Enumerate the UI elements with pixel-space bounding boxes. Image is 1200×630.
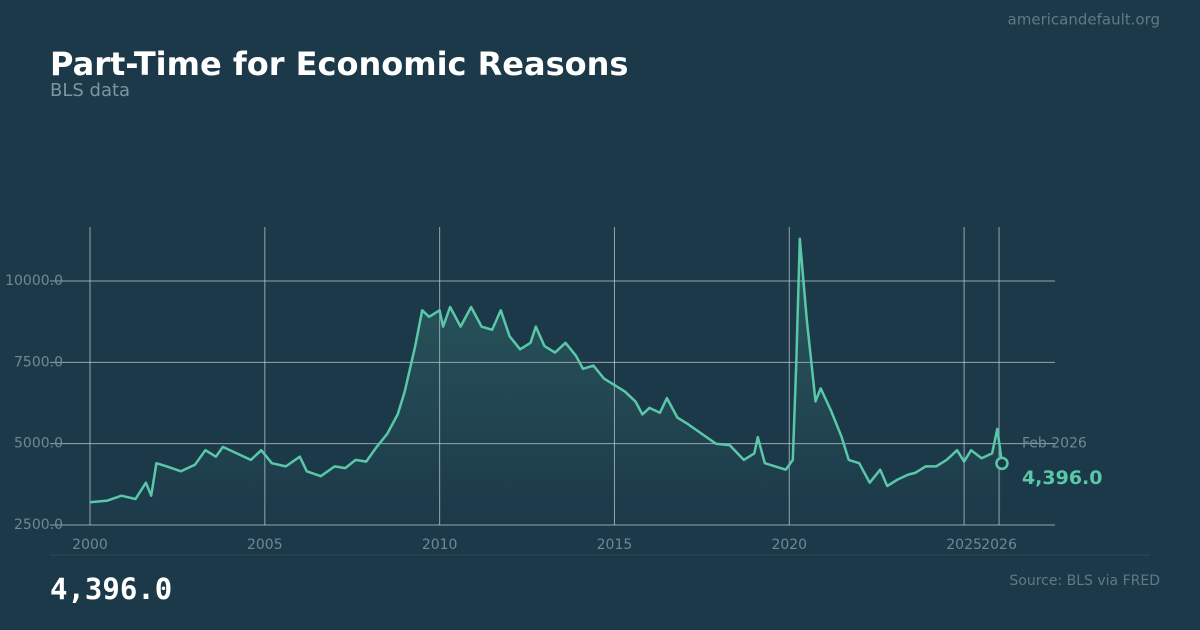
x-tick-label: 2026 (981, 537, 1017, 553)
y-tick-label: 7500.0 (14, 354, 63, 370)
chart-title: Part-Time for Economic Reasons (50, 45, 628, 83)
x-tick-label: 2020 (771, 537, 807, 553)
y-tick-label: 10000.0 (5, 273, 63, 289)
x-tick-label: 2010 (422, 537, 458, 553)
last-point (995, 456, 1009, 471)
last-date: Feb 2026 (1022, 435, 1087, 451)
x-tick-label: 2005 (247, 537, 283, 553)
y-tick-label: 2500.0 (14, 517, 63, 533)
line (89, 237, 1004, 504)
x-tick-label: 2000 (72, 537, 108, 553)
x-tick-label: 2015 (597, 537, 633, 553)
site: americandefault.org (1008, 11, 1160, 29)
headline-value: 4,396.0 (50, 572, 172, 606)
chart-subtitle: BLS data (50, 80, 130, 101)
area (90, 238, 1002, 525)
y-tick-label: 5000.0 (14, 436, 63, 452)
last-value: 4,396.0 (1022, 467, 1103, 489)
source: Source: BLS via FRED (1009, 573, 1160, 589)
x-tick-label: 2025 (946, 537, 982, 553)
